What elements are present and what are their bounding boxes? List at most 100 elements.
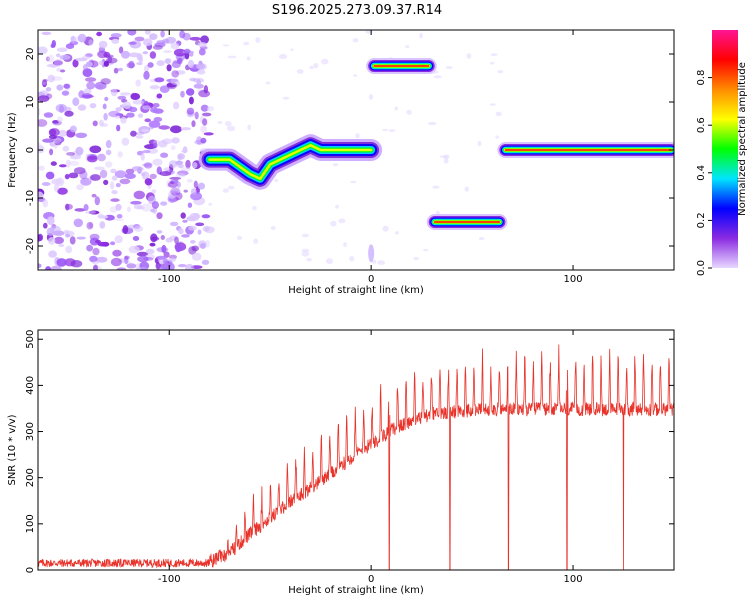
- noise-speck: [432, 185, 440, 189]
- noise-speck: [103, 51, 111, 58]
- noise-speck: [42, 79, 47, 88]
- noise-speck: [65, 245, 73, 254]
- noise-speck: [46, 216, 55, 226]
- noise-speck: [227, 55, 237, 59]
- noise-speck: [156, 93, 163, 99]
- noise-speck: [200, 35, 210, 44]
- noise-speck: [405, 45, 410, 49]
- noise-speck: [175, 160, 184, 165]
- noise-speck: [83, 88, 92, 95]
- noise-speck: [427, 121, 437, 126]
- noise-speck: [72, 97, 80, 107]
- noise-speck: [88, 39, 94, 46]
- noise-speck: [170, 125, 182, 134]
- chart-title: S196.2025.273.09.37.R14: [272, 3, 442, 18]
- noise-speck: [142, 38, 153, 46]
- noise-speck: [282, 96, 290, 100]
- noise-speck: [181, 234, 190, 238]
- noise-speck: [202, 118, 208, 126]
- noise-speck: [126, 62, 136, 69]
- noise-speck: [65, 159, 71, 168]
- noise-speck: [114, 218, 124, 221]
- noise-speck: [198, 48, 206, 56]
- noise-speck: [201, 214, 211, 219]
- noise-speck: [136, 251, 149, 257]
- noise-speck: [105, 161, 113, 168]
- noise-speck: [156, 255, 166, 260]
- noise-speck: [394, 231, 399, 235]
- noise-speck: [189, 36, 202, 41]
- noise-speck: [227, 185, 235, 190]
- noise-speck: [290, 48, 294, 51]
- noise-speck: [126, 263, 137, 269]
- noise-speck: [111, 175, 118, 181]
- noise-speck: [38, 165, 45, 171]
- noise-speck: [349, 256, 355, 262]
- noise-speck: [59, 164, 67, 168]
- noise-speck: [419, 32, 423, 39]
- noise-speck: [125, 168, 135, 175]
- noise-speck: [194, 111, 199, 120]
- noise-speck: [144, 118, 151, 123]
- noise-speck: [279, 53, 288, 60]
- noise-speck: [50, 161, 57, 166]
- noise-speck: [133, 225, 144, 232]
- y-tick-label: 10: [25, 96, 36, 109]
- noise-speck: [187, 202, 193, 208]
- noise-speck: [48, 54, 54, 63]
- noise-speck: [65, 203, 70, 211]
- noise-speck: [38, 234, 42, 242]
- noise-speck: [464, 186, 469, 192]
- noise-speck: [171, 61, 181, 69]
- noise-speck: [176, 181, 181, 188]
- noise-speck: [122, 101, 132, 109]
- noise-speck: [58, 129, 67, 137]
- noise-speck: [110, 198, 120, 202]
- noise-speck: [143, 257, 154, 261]
- noise-speck: [114, 115, 121, 119]
- noise-speck: [433, 75, 442, 79]
- noise-speck: [145, 248, 155, 255]
- noise-speck: [128, 106, 138, 113]
- noise-speck: [368, 94, 374, 100]
- noise-speck: [149, 242, 156, 247]
- noise-speck: [128, 245, 140, 254]
- noise-speck: [134, 36, 145, 42]
- noise-speck: [186, 88, 195, 96]
- noise-speck: [156, 60, 165, 67]
- noise-speck: [189, 77, 197, 82]
- noise-speck: [45, 87, 52, 92]
- noise-speck: [161, 138, 173, 144]
- noise-speck: [45, 171, 55, 180]
- noise-speck: [202, 112, 212, 117]
- x-tick-label: -100: [158, 274, 181, 285]
- noise-speck: [83, 204, 89, 211]
- x-tick-label: 0: [368, 274, 374, 285]
- noise-speck: [64, 173, 70, 180]
- y-axis-title: SNR (10 * v/v): [7, 414, 18, 485]
- noise-speck: [170, 145, 176, 151]
- noise-speck: [48, 237, 56, 245]
- noise-speck: [73, 218, 84, 228]
- noise-speck: [178, 227, 184, 235]
- noise-speck: [58, 243, 65, 248]
- colorbar-gradient: [712, 30, 738, 268]
- noise-speck: [103, 179, 109, 186]
- noise-speck: [353, 74, 358, 77]
- noise-speck: [99, 221, 106, 229]
- noise-speck: [159, 265, 169, 270]
- noise-speck: [166, 64, 172, 72]
- noise-speck: [204, 226, 215, 234]
- x-axis-title: Height of straight line (km): [288, 585, 424, 596]
- noise-speck: [62, 145, 70, 152]
- noise-speck: [173, 179, 179, 184]
- noise-speck: [99, 169, 108, 179]
- noise-speck: [38, 145, 45, 154]
- noise-speck: [325, 258, 334, 265]
- noise-speck: [57, 187, 68, 195]
- noise-speck: [124, 173, 136, 180]
- noise-speck: [38, 263, 42, 269]
- noise-speck: [38, 95, 50, 102]
- noise-speck: [65, 43, 75, 49]
